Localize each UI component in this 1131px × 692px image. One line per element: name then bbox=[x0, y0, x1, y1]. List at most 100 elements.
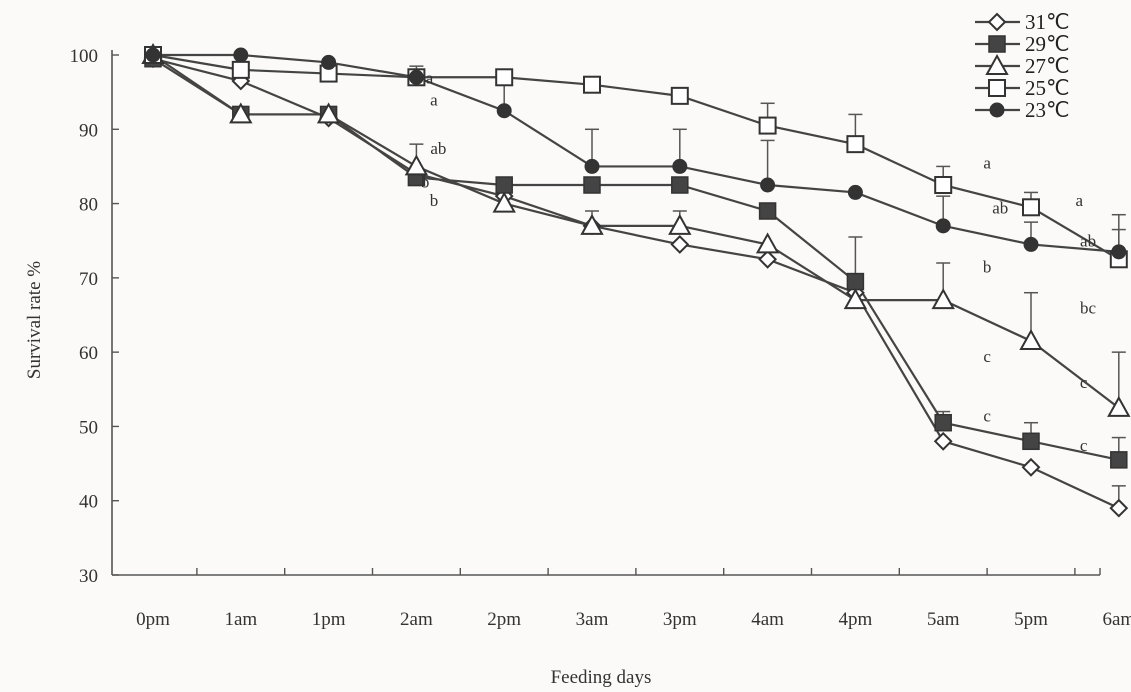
y-tick-label: 50 bbox=[79, 417, 98, 438]
series-4-point bbox=[847, 184, 863, 200]
series-1-point bbox=[1022, 432, 1040, 451]
series-2-point bbox=[316, 102, 341, 124]
series-4-point bbox=[760, 177, 776, 193]
series-4-line bbox=[153, 53, 1119, 253]
series-3-point bbox=[1022, 198, 1040, 217]
y-tick-label: 40 bbox=[79, 492, 98, 513]
series-2-line bbox=[152, 54, 1120, 409]
y-tick-label: 80 bbox=[79, 195, 98, 216]
x-tick-label: 5pm bbox=[1014, 609, 1048, 630]
x-tick-label: 3pm bbox=[663, 609, 697, 630]
series-4-point bbox=[496, 103, 512, 119]
series-2-point bbox=[580, 213, 604, 235]
series-3-line bbox=[152, 53, 1120, 261]
legend-marker-2 bbox=[985, 53, 1009, 75]
legend-label-0: 31℃ bbox=[1025, 10, 1070, 34]
series-0-line bbox=[152, 57, 1120, 510]
x-axis-title: Feeding days bbox=[551, 667, 652, 688]
significance-letter: c bbox=[983, 406, 991, 425]
series-1-point bbox=[671, 176, 689, 194]
legend-label-4: 23℃ bbox=[1025, 98, 1070, 122]
significance-letter: c bbox=[1080, 373, 1088, 392]
series-4-point bbox=[145, 47, 161, 63]
significance-letter: a bbox=[430, 91, 438, 110]
series-2-point bbox=[1019, 328, 1043, 350]
series-1-line bbox=[152, 57, 1120, 461]
series-1-point bbox=[846, 272, 865, 291]
series-0-point bbox=[1021, 457, 1041, 477]
series-0-point bbox=[933, 431, 953, 451]
significance-letter: bc bbox=[1080, 299, 1097, 318]
series-4-point bbox=[1111, 244, 1127, 260]
series-4-point bbox=[408, 69, 424, 85]
series-4-point bbox=[935, 218, 951, 234]
series-0-point bbox=[670, 235, 690, 254]
x-tick-label: 5am bbox=[927, 609, 960, 630]
significance-letter: b bbox=[983, 258, 992, 277]
x-tick-label: 2am bbox=[400, 609, 433, 630]
series-3-point bbox=[583, 75, 601, 94]
significance-letter: b bbox=[421, 172, 430, 191]
series-3-point bbox=[758, 116, 777, 135]
series-2-point bbox=[404, 154, 429, 176]
series-3-point bbox=[670, 86, 689, 105]
x-tick-label: 1pm bbox=[312, 609, 346, 630]
significance-letter: c bbox=[983, 347, 991, 366]
series-2-point bbox=[755, 232, 780, 254]
series-3-point bbox=[231, 60, 250, 79]
significance-letter: b bbox=[430, 191, 439, 210]
series-1-point bbox=[1110, 451, 1128, 469]
series-markers bbox=[141, 42, 1131, 518]
significance-letter: ab bbox=[992, 198, 1008, 217]
series-1-point bbox=[934, 413, 952, 432]
series-3-point bbox=[846, 135, 865, 154]
series-2-point bbox=[931, 288, 955, 310]
x-tick-label: 2pm bbox=[487, 609, 521, 630]
legend-label-2: 27℃ bbox=[1025, 54, 1070, 78]
series-0-point bbox=[1109, 498, 1129, 518]
significance-letter: ab bbox=[430, 139, 446, 158]
significance-letter: a bbox=[983, 154, 991, 173]
series-4-point bbox=[672, 158, 688, 174]
y-axis-title: Survival rate % bbox=[24, 261, 45, 379]
legend-marker-0 bbox=[987, 12, 1007, 32]
y-tick-label: 100 bbox=[70, 46, 99, 67]
y-tick-label: 60 bbox=[79, 343, 98, 364]
series-4-point bbox=[584, 158, 600, 174]
significance-letter: a bbox=[1076, 191, 1084, 210]
y-tick-label: 30 bbox=[79, 566, 98, 587]
x-tick-label: 3am bbox=[576, 609, 609, 630]
series-3-point bbox=[495, 68, 514, 87]
series-4-point bbox=[233, 47, 249, 63]
series-2-point bbox=[229, 102, 253, 124]
legend-marker-4 bbox=[989, 102, 1005, 118]
significance-letter: ab bbox=[1080, 232, 1096, 251]
x-tick-label: 6am bbox=[1102, 609, 1131, 630]
series-4-point bbox=[1023, 236, 1039, 252]
series-1-point bbox=[758, 202, 777, 220]
legend-marker-1 bbox=[988, 35, 1006, 53]
axes bbox=[111, 50, 1101, 576]
y-tick-label: 70 bbox=[79, 269, 98, 290]
x-tick-label: 4pm bbox=[839, 609, 873, 630]
series-lines bbox=[152, 53, 1120, 510]
legend-label-1: 29℃ bbox=[1025, 32, 1070, 56]
x-tick-label: 1am bbox=[224, 609, 257, 630]
series-4-point bbox=[321, 54, 337, 70]
legend-label-3: 25℃ bbox=[1025, 76, 1070, 100]
series-1-point bbox=[583, 176, 601, 194]
series-2-point bbox=[668, 213, 692, 235]
significance-letter: a bbox=[426, 68, 434, 87]
series-3-point bbox=[934, 176, 953, 194]
series-2-point bbox=[843, 288, 868, 310]
series-2-point bbox=[492, 191, 516, 213]
tick-labels: 30 40 50 60 70 80 90 100 0pm 1am 1pm 2am 2pm 3am 3pm 4a… bbox=[70, 46, 1131, 630]
legend: 31℃29℃27℃25℃23℃ bbox=[975, 10, 1070, 122]
x-tick-label: 0pm bbox=[136, 609, 170, 630]
significance-letters: aaabbbaabbccaabbcccaaabbb bbox=[421, 68, 1097, 455]
y-tick-label: 90 bbox=[79, 120, 98, 141]
significance-letter: c bbox=[1080, 436, 1088, 455]
legend-marker-3 bbox=[988, 79, 1006, 97]
